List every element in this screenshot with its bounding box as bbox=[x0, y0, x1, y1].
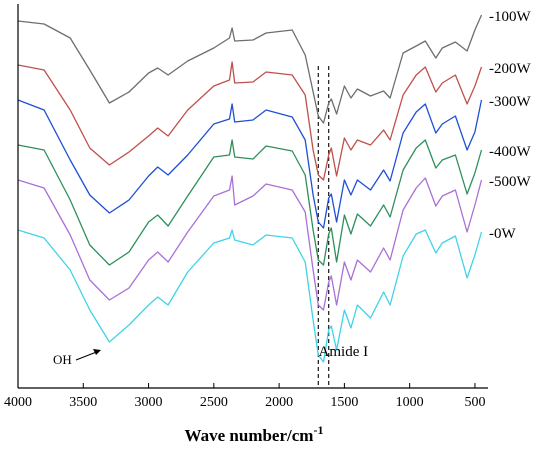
x-tick-label: 1500 bbox=[330, 395, 358, 410]
x-tick-label: 2000 bbox=[265, 395, 293, 410]
series-line bbox=[17, 139, 483, 266]
x-tick-label: 3500 bbox=[69, 395, 97, 410]
series-label: -400W bbox=[489, 144, 531, 160]
x-tick-label: 500 bbox=[464, 395, 485, 410]
series-label: -100W bbox=[489, 9, 531, 25]
series-label: -200W bbox=[489, 61, 531, 77]
x-tick-label: 2500 bbox=[200, 395, 228, 410]
plot-area: -100W -200W -300W -400W -500W -0W OH Amide I bbox=[17, 9, 531, 388]
series-label: -500W bbox=[489, 174, 531, 190]
arrow-head-icon bbox=[93, 349, 102, 355]
series-label: -0W bbox=[489, 226, 516, 242]
axes: 4000 3500 3000 2500 2000 1500 1000 500 bbox=[4, 4, 488, 410]
series-line bbox=[17, 14, 483, 124]
series-line bbox=[17, 99, 483, 229]
series-line bbox=[17, 229, 483, 363]
series-line bbox=[17, 61, 483, 181]
x-tick-label: 1000 bbox=[396, 395, 424, 410]
x-tick-label: 3000 bbox=[135, 395, 163, 410]
annotation-oh: OH bbox=[53, 352, 72, 367]
series-label: -300W bbox=[489, 94, 531, 110]
annotation-amide-i: Amide I bbox=[319, 344, 369, 360]
series-line bbox=[17, 175, 483, 311]
x-tick-label: 4000 bbox=[4, 395, 32, 410]
x-axis-label: Wave number/cm-1 bbox=[185, 423, 324, 445]
